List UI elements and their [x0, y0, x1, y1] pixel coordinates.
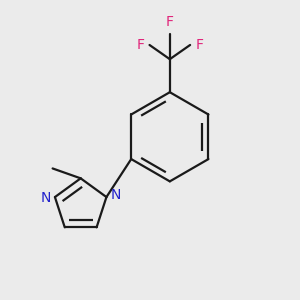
Text: N: N: [111, 188, 121, 203]
Text: F: F: [195, 38, 203, 52]
Text: N: N: [40, 191, 51, 205]
Text: F: F: [166, 15, 174, 29]
Text: F: F: [136, 38, 144, 52]
